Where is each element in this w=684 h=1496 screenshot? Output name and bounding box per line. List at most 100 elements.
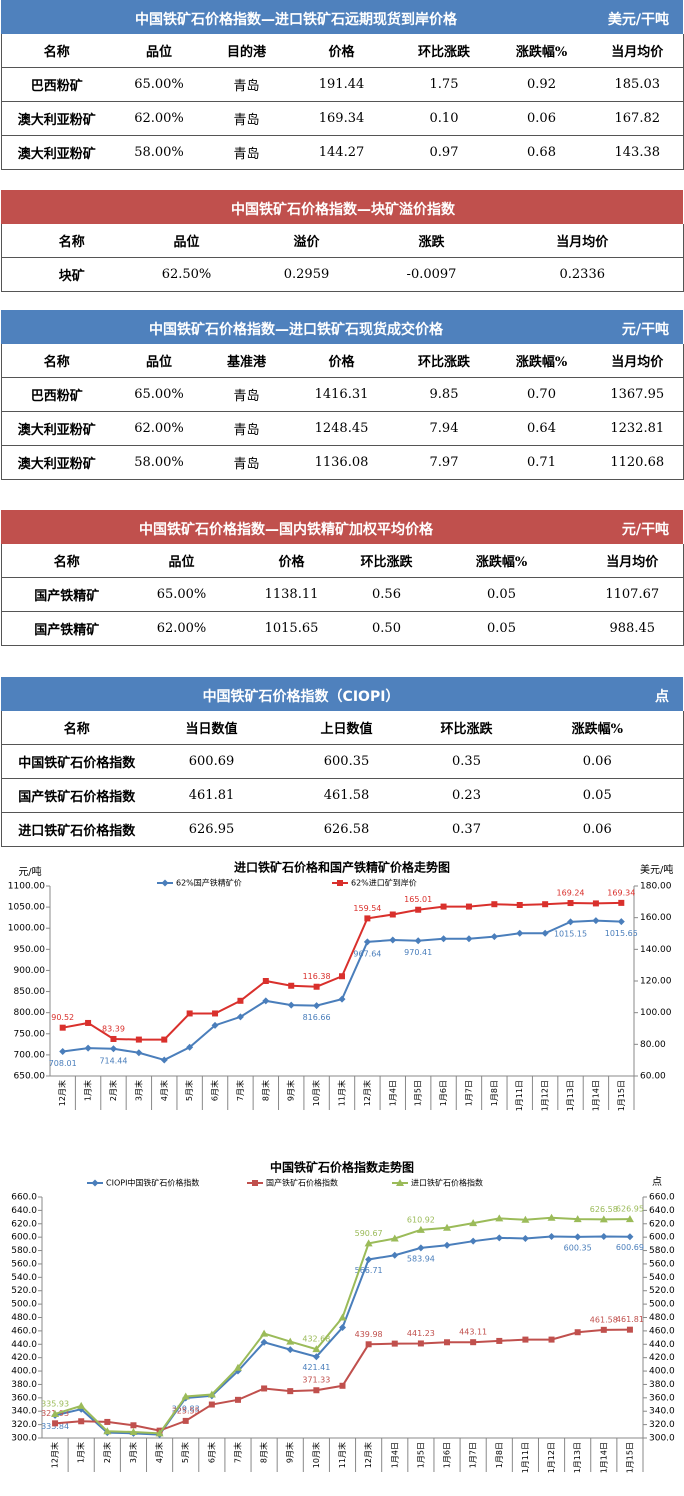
header-cell: 涨跌幅% bbox=[421, 544, 582, 578]
row: 巴西粉矿 65.00% 青岛 191.44 1.75 0.92 185.03 bbox=[1, 67, 684, 102]
y-tick-label: 600.0 bbox=[11, 1233, 37, 1243]
table-block: 中国铁矿石价格指数（CIOPI）点名称 当日数值 上日数值 环比涨跌 涨跌幅% 中国铁矿石… bbox=[1, 677, 684, 847]
y-tick-label: 850.00 bbox=[14, 987, 46, 997]
table-unit: 元/干吨 bbox=[621, 522, 669, 538]
data-label: 335.93 bbox=[41, 1399, 69, 1408]
marker bbox=[234, 1396, 241, 1403]
cell: 0.92 bbox=[491, 67, 592, 102]
y-tick-label: 380.0 bbox=[11, 1380, 37, 1390]
marker bbox=[469, 1237, 477, 1245]
marker bbox=[443, 1241, 451, 1249]
x-tick-label: 3月末 bbox=[128, 1442, 138, 1463]
cell: 0.70 bbox=[491, 377, 592, 412]
marker bbox=[161, 1036, 168, 1043]
header-cell: 基准港 bbox=[206, 344, 287, 378]
marker bbox=[85, 1019, 92, 1026]
marker bbox=[338, 1313, 347, 1321]
header-cell: 品位 bbox=[111, 34, 207, 68]
cell: 0.2336 bbox=[481, 257, 684, 292]
marker bbox=[547, 1213, 556, 1221]
x-tick-label: 1月15日 bbox=[617, 1080, 626, 1111]
marker bbox=[599, 1215, 608, 1223]
row: 中国铁矿石价格指数 600.69 600.35 0.35 0.06 bbox=[1, 744, 684, 779]
cell: 澳大利亚粉矿 bbox=[1, 101, 112, 136]
x-tick-label: 1月6日 bbox=[439, 1080, 448, 1106]
x-tick-label: 2月末 bbox=[108, 1080, 118, 1101]
y-tick-label: 1000.00 bbox=[8, 924, 45, 934]
cell: 167.82 bbox=[591, 101, 684, 136]
cell: 65.00% bbox=[111, 377, 207, 412]
x-tick-label: 1月14日 bbox=[599, 1442, 608, 1473]
marker bbox=[109, 1045, 117, 1053]
y2-tick-label: 560.0 bbox=[649, 1259, 675, 1269]
marker bbox=[465, 935, 473, 943]
y-tick-label: 420.0 bbox=[11, 1353, 37, 1363]
marker bbox=[541, 929, 549, 937]
cell: 0.35 bbox=[421, 744, 512, 779]
marker bbox=[260, 1338, 268, 1346]
marker bbox=[470, 1339, 477, 1346]
marker bbox=[286, 1346, 294, 1354]
x-tick-label: 1月13日 bbox=[573, 1442, 582, 1473]
y-tick-label: 560.0 bbox=[11, 1259, 37, 1269]
cell: 62.00% bbox=[131, 611, 232, 646]
marker bbox=[135, 1049, 143, 1057]
marker bbox=[567, 900, 574, 907]
header-cell: 溢价 bbox=[231, 224, 382, 258]
y2-tick-label: 440.0 bbox=[649, 1340, 675, 1350]
marker bbox=[626, 1326, 633, 1333]
marker bbox=[496, 1337, 503, 1344]
header-row: 名称 品位 基准港 价格 环比涨跌 涨跌幅% 当月均价 bbox=[1, 344, 684, 378]
header-cell: 当日数值 bbox=[151, 711, 272, 745]
marker bbox=[444, 1339, 451, 1346]
table-block: 中国铁矿石价格指数—国内铁精矿加权平均价格 元/干吨 名称 品位 价格 环比涨跌 涨跌幅% 当… bbox=[1, 510, 684, 646]
marker bbox=[337, 880, 343, 886]
y-tick-label: 460.0 bbox=[11, 1326, 37, 1336]
y2-tick-label: 500.0 bbox=[649, 1300, 675, 1310]
marker bbox=[262, 997, 270, 1005]
data-label: 441.23 bbox=[407, 1329, 435, 1338]
cell: 0.50 bbox=[351, 611, 422, 646]
marker bbox=[186, 1043, 194, 1051]
header-cell: 当月均价 bbox=[481, 224, 684, 258]
y2-tick-label: 480.0 bbox=[649, 1313, 675, 1323]
table-title: 中国铁矿石价格指数—进口铁矿石现货成交价格 bbox=[149, 322, 443, 338]
marker bbox=[207, 1390, 216, 1398]
cell: 1248.45 bbox=[286, 411, 397, 446]
marker bbox=[542, 901, 549, 908]
x-tick-label: 1月5日 bbox=[416, 1442, 425, 1468]
header-row: 名称 当日数值 上日数值 环比涨跌 涨跌幅% bbox=[1, 711, 684, 745]
y2-tick-label: 540.0 bbox=[649, 1273, 675, 1283]
marker bbox=[103, 1427, 112, 1435]
marker bbox=[469, 1219, 478, 1227]
marker bbox=[338, 995, 346, 1003]
y2-tick-label: 340.0 bbox=[649, 1407, 675, 1417]
y-tick-label: 300.0 bbox=[11, 1434, 37, 1444]
table-unit: 元/干吨 bbox=[621, 322, 669, 338]
cell: 进口铁矿石价格指数 bbox=[1, 812, 152, 847]
cell: 1015.65 bbox=[231, 611, 352, 646]
x-tick-label: 6月末 bbox=[206, 1442, 216, 1463]
cell: 1367.95 bbox=[591, 377, 684, 412]
marker bbox=[389, 936, 397, 944]
row: 国产铁精矿 65.00% 1138.11 0.56 0.05 1107.67 bbox=[1, 577, 684, 612]
data-label: 967.64 bbox=[353, 949, 381, 958]
row: 澳大利亚粉矿 58.00% 青岛 144.27 0.97 0.68 143.38 bbox=[1, 135, 684, 170]
data-label: 626.95 bbox=[616, 1205, 644, 1214]
cell: 青岛 bbox=[206, 101, 287, 136]
y2-tick-label: 580.0 bbox=[649, 1246, 675, 1256]
cell: 1416.31 bbox=[286, 377, 397, 412]
x-tick-label: 1月6日 bbox=[443, 1442, 452, 1468]
data-label: 1015.15 bbox=[554, 929, 587, 938]
cell: 65.00% bbox=[131, 577, 232, 612]
marker bbox=[592, 917, 600, 925]
marker bbox=[233, 1363, 242, 1371]
header-cell: 名称 bbox=[1, 224, 142, 258]
x-tick-label: 3月末 bbox=[133, 1080, 143, 1101]
marker bbox=[548, 1232, 556, 1240]
x-tick-label: 1月13日 bbox=[566, 1080, 575, 1111]
marker bbox=[626, 1233, 634, 1241]
y-tick-label: 640.0 bbox=[11, 1206, 37, 1216]
x-tick-label: 12月末 bbox=[362, 1080, 372, 1106]
